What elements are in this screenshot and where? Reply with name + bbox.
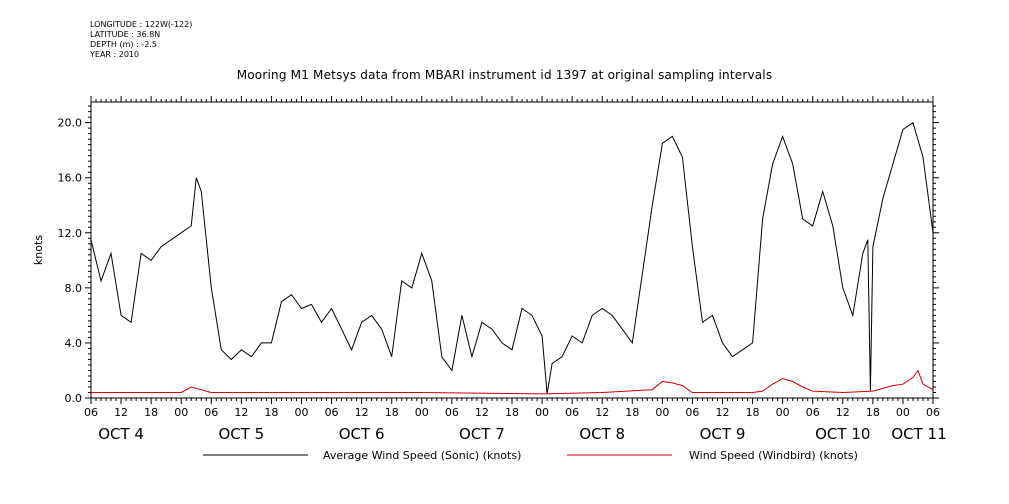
x-hour-label: 00 — [896, 406, 910, 419]
x-hour-label: 18 — [746, 406, 760, 419]
x-day-label: OCT 9 — [700, 425, 746, 443]
x-hour-label: 06 — [565, 406, 579, 419]
x-day-label: OCT 8 — [579, 425, 625, 443]
x-hour-label: 12 — [355, 406, 369, 419]
x-hour-label: 18 — [866, 406, 880, 419]
x-hour-label: 18 — [385, 406, 399, 419]
x-hour-label: 12 — [595, 406, 609, 419]
axis-labels: 0.0 4.0 8.0 12.0 16.0 20.0 knots 06 12 18 00 06 12 18… — [32, 117, 947, 443]
plot-frame — [90, 101, 934, 399]
series-line-sonic — [90, 121, 934, 394]
x-hour-label: 18 — [144, 406, 158, 419]
x-hour-label: 06 — [685, 406, 699, 419]
x-hour-label: 00 — [776, 406, 790, 419]
latitude-text: LATITUDE : 36.8N — [90, 30, 161, 39]
y-tick-label: 12.0 — [58, 227, 83, 240]
x-day-label: OCT 6 — [339, 425, 385, 443]
x-hour-label: 06 — [204, 406, 218, 419]
x-day-label: OCT 4 — [98, 425, 144, 443]
y-tick-label: 8.0 — [65, 282, 83, 295]
x-hour-label: 06 — [806, 406, 820, 419]
series-line-windbird — [91, 369, 934, 395]
x-hour-label: 00 — [415, 406, 429, 419]
plot-border — [90, 101, 934, 399]
depth-text: DEPTH (m) : -2.5 — [90, 40, 157, 49]
x-hour-label: 12 — [114, 406, 128, 419]
y-tick-label: 0.0 — [65, 392, 83, 405]
year-text: YEAR : 2010 — [90, 50, 140, 59]
y-tick-label: 16.0 — [58, 172, 83, 185]
x-hour-label: 06 — [84, 406, 98, 419]
x-day-label: OCT 5 — [218, 425, 264, 443]
x-hour-label: 18 — [264, 406, 278, 419]
chart-title: Mooring M1 Metsys data from MBARI instru… — [236, 68, 773, 82]
x-hour-label: 00 — [655, 406, 669, 419]
x-hour-label: 06 — [325, 406, 339, 419]
x-day-label: OCT 10 — [815, 425, 870, 443]
x-hour-label: 00 — [295, 406, 309, 419]
metadata-block: LONGITUDE : 122W(-122) LATITUDE : 36.8N … — [90, 20, 192, 60]
x-hour-label: 18 — [505, 406, 519, 419]
y-tick-label: 4.0 — [65, 337, 83, 350]
x-hour-label: 12 — [716, 406, 730, 419]
x-hour-label: 12 — [475, 406, 489, 419]
series-lines — [90, 121, 934, 395]
axis-ticks — [85, 96, 939, 404]
y-axis-label: knots — [32, 235, 45, 265]
longitude-text: LONGITUDE : 122W(-122) — [90, 20, 193, 29]
x-day-label: OCT 11 — [891, 425, 946, 443]
x-hour-label: 12 — [234, 406, 248, 419]
x-hour-label: 12 — [836, 406, 850, 419]
legend-label: Average Wind Speed (Sonic) (knots) — [323, 449, 521, 462]
x-hour-label: 06 — [926, 406, 940, 419]
x-day-label: OCT 7 — [459, 425, 505, 443]
x-hour-label: 00 — [535, 406, 549, 419]
x-hour-label: 00 — [174, 406, 188, 419]
x-hour-label: 18 — [625, 406, 639, 419]
x-hour-label: 06 — [445, 406, 459, 419]
y-tick-label: 20.0 — [58, 117, 83, 130]
legend-label: Wind Speed (Windbird) (knots) — [689, 449, 858, 462]
legend: Average Wind Speed (Sonic) (knots) Wind S… — [203, 449, 858, 462]
